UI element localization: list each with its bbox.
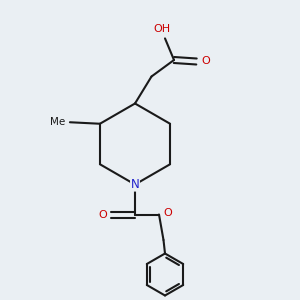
Text: O: O: [164, 208, 172, 218]
Text: O: O: [202, 56, 211, 67]
Text: Me: Me: [50, 117, 66, 127]
Text: O: O: [98, 209, 107, 220]
Text: OH: OH: [153, 24, 171, 34]
Text: N: N: [130, 178, 140, 191]
